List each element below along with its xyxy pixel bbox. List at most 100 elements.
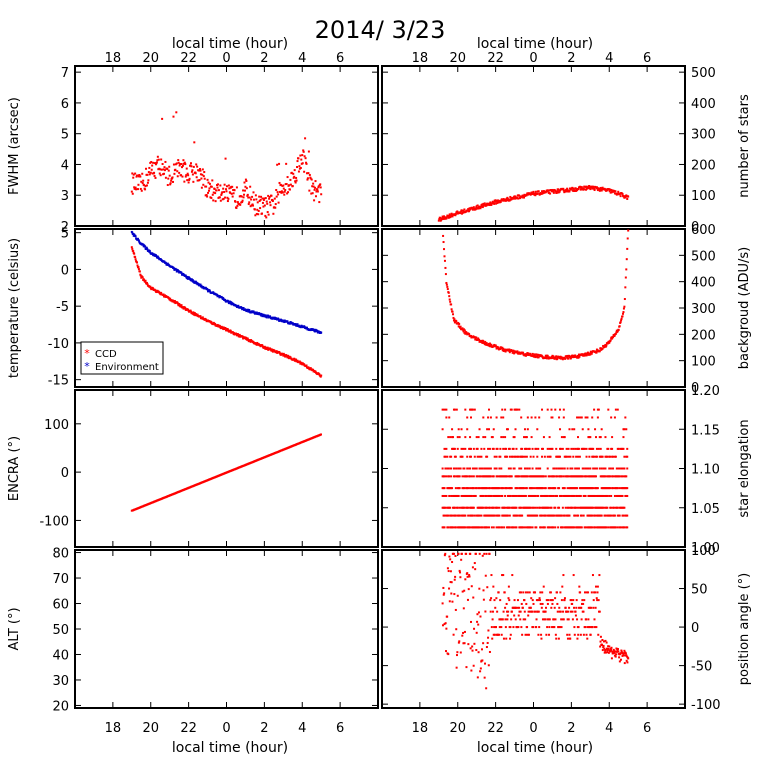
data-point	[601, 649, 604, 652]
data-point	[180, 271, 183, 274]
data-point	[626, 447, 629, 450]
data-point	[604, 188, 607, 191]
data-point	[186, 275, 189, 278]
data-point	[443, 408, 446, 411]
data-point	[293, 357, 296, 360]
data-point	[462, 607, 465, 610]
data-point	[164, 176, 167, 179]
data-point	[589, 436, 592, 439]
data-point	[455, 467, 458, 470]
data-point	[518, 610, 521, 613]
data-point	[265, 200, 268, 203]
data-point	[515, 447, 518, 450]
data-point	[569, 455, 572, 458]
data-point	[482, 436, 485, 439]
data-point	[544, 606, 547, 609]
data-point	[535, 353, 538, 356]
data-point	[171, 176, 174, 179]
data-point	[587, 606, 590, 609]
data-point	[558, 416, 561, 419]
data-point	[507, 585, 510, 588]
data-point	[480, 447, 483, 450]
data-point	[502, 347, 505, 350]
data-point	[286, 176, 289, 179]
data-point	[627, 657, 630, 660]
data-point	[556, 475, 559, 478]
data-point	[530, 610, 533, 613]
data-point	[508, 526, 511, 529]
data-point	[526, 467, 529, 470]
data-point	[479, 475, 482, 478]
data-point	[590, 591, 593, 594]
data-point	[493, 599, 496, 602]
data-point	[277, 318, 280, 321]
data-point	[219, 184, 222, 187]
data-point	[471, 408, 474, 411]
data-point	[531, 447, 534, 450]
data-point	[290, 171, 293, 174]
data-point	[475, 467, 478, 470]
data-point	[609, 475, 612, 478]
data-point	[560, 599, 563, 602]
data-point	[467, 643, 470, 646]
data-point	[317, 185, 320, 188]
data-point	[614, 526, 617, 529]
data-point	[254, 194, 257, 197]
data-point	[141, 182, 144, 185]
data-point	[484, 340, 487, 343]
data-point	[556, 602, 559, 605]
data-point	[605, 647, 608, 650]
data-point	[478, 552, 481, 555]
data-point	[526, 428, 529, 431]
data-point	[593, 591, 596, 594]
data-point	[626, 514, 629, 517]
data-point	[222, 197, 225, 200]
data-point	[197, 283, 200, 286]
data-point	[261, 212, 264, 215]
data-point	[461, 455, 464, 458]
y-tick-label: 1.20	[691, 384, 720, 399]
data-point	[495, 345, 498, 348]
data-point	[137, 268, 140, 271]
data-point	[510, 610, 513, 613]
data-point	[242, 189, 245, 192]
data-point	[134, 258, 137, 261]
data-point	[295, 358, 298, 361]
data-point	[571, 186, 574, 189]
data-point	[614, 408, 617, 411]
data-point	[316, 189, 319, 192]
data-point	[562, 416, 565, 419]
data-point	[141, 276, 144, 279]
data-point	[443, 475, 446, 478]
data-point	[529, 606, 532, 609]
data-point	[593, 189, 596, 192]
data-point	[446, 615, 449, 618]
data-point	[458, 487, 461, 490]
data-point	[568, 190, 571, 193]
data-point	[443, 248, 446, 251]
data-point	[242, 196, 245, 199]
data-point	[512, 349, 515, 352]
data-point	[457, 321, 460, 324]
data-point	[474, 552, 477, 555]
data-point	[577, 514, 580, 517]
data-point	[552, 356, 555, 359]
data-point	[519, 197, 522, 200]
data-point	[461, 327, 464, 330]
data-point	[199, 169, 202, 172]
data-point	[259, 207, 262, 210]
data-point	[454, 455, 457, 458]
data-point	[131, 247, 134, 250]
data-point	[610, 646, 613, 649]
data-point	[487, 447, 490, 450]
data-point	[505, 637, 508, 640]
data-point	[609, 467, 612, 470]
data-point	[595, 597, 598, 600]
data-point	[514, 195, 517, 198]
data-point	[282, 187, 285, 190]
data-point	[264, 214, 267, 217]
y-tick-label: 0	[691, 220, 699, 235]
data-point	[459, 212, 462, 215]
data-point	[498, 506, 501, 509]
data-point	[278, 352, 281, 355]
